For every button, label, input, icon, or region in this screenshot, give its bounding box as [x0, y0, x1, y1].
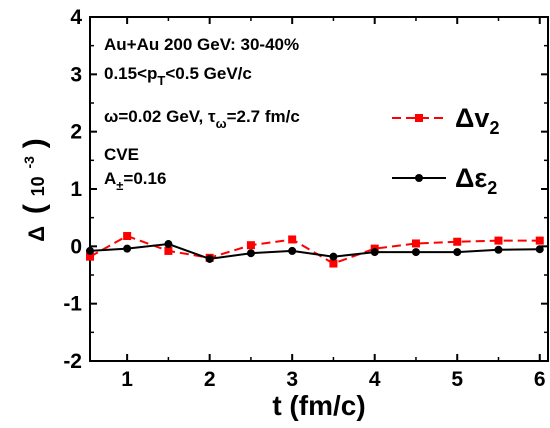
data-point — [494, 245, 503, 254]
legend-label-sub: 2 — [489, 118, 499, 138]
annotation-text: <0.5 GeV/c — [165, 64, 251, 83]
annotation-text: 0.15<p — [104, 64, 157, 83]
legend-marker — [415, 114, 423, 122]
svg-text:Δ ( 10 -3: Δ ( 10 -3 ) — [9, 138, 51, 241]
legend-label-sub: 2 — [487, 178, 497, 198]
annotation-line: A±=0.16 — [104, 169, 166, 193]
data-point — [246, 241, 255, 250]
annotation-text: =2.7 fm/c — [227, 107, 300, 126]
y-axis-label-open: ( — [18, 204, 51, 214]
y-axis-label: Δ ( 10 -3 ) — [9, 138, 51, 241]
y-axis-label-close: ) — [18, 138, 51, 148]
x-tick-label: 5 — [451, 368, 463, 391]
legend-label-main: Δv — [455, 103, 489, 133]
y-tick-label: -2 — [63, 350, 82, 373]
x-tick-label: 3 — [286, 368, 298, 391]
y-axis-label-base: 10 — [28, 176, 48, 196]
y-tick-label: 3 — [70, 63, 82, 86]
series-layer — [86, 232, 544, 268]
data-point — [411, 248, 420, 257]
data-point — [164, 240, 173, 249]
data-point — [535, 236, 544, 245]
data-point — [288, 246, 297, 255]
annotation-line: Au+Au 200 GeV: 30-40% — [104, 35, 299, 54]
data-point — [329, 259, 338, 268]
data-point — [370, 248, 379, 257]
x-tick-label: 2 — [204, 368, 216, 391]
y-tick-label: 0 — [70, 235, 82, 258]
annotation-text: ω=0.02 GeV, τ — [104, 107, 216, 126]
y-tick-label: 1 — [70, 178, 82, 201]
x-axis-label: t (fm/c) — [272, 390, 365, 421]
annotation-line: CVE — [104, 145, 139, 164]
x-tick-label: 4 — [369, 368, 381, 391]
annotation-subscript: ω — [216, 116, 227, 131]
x-axis-ticks: 1 2 3 4 5 6 — [121, 17, 546, 391]
data-point — [535, 245, 544, 254]
annotation-subscript: T — [157, 73, 165, 88]
data-point — [123, 232, 132, 241]
data-point — [205, 254, 214, 263]
series-line-1 — [89, 234, 540, 265]
legend-label-main: Δε — [455, 163, 487, 193]
y-axis-ticks: -2 -1 0 1 2 3 4 — [63, 6, 548, 373]
annotation-text: =0.16 — [123, 169, 166, 188]
data-point — [86, 252, 94, 261]
legend-marker — [415, 174, 423, 182]
annotation-subscript: ± — [116, 178, 123, 193]
x-tick-label: 6 — [534, 368, 546, 391]
y-axis-label-exp: -3 — [21, 156, 37, 169]
y-tick-label: 2 — [70, 121, 82, 144]
y-tick-label: -1 — [63, 293, 82, 316]
data-point — [86, 246, 94, 255]
annotation-text: A — [104, 169, 116, 188]
annotation-line: 0.15<pT<0.5 GeV/c — [104, 64, 252, 88]
y-tick-label: 4 — [70, 6, 82, 29]
data-point — [329, 252, 338, 261]
data-point — [411, 239, 420, 248]
data-point — [453, 248, 462, 257]
data-point — [494, 236, 503, 245]
y-axis-label-symbol: Δ — [24, 226, 49, 242]
legend-label: Δε2 — [455, 163, 497, 198]
x-tick-label: 1 — [121, 368, 133, 391]
legend-label: Δv2 — [455, 103, 499, 138]
data-point — [288, 235, 297, 244]
data-point — [246, 249, 255, 258]
data-point — [453, 237, 462, 246]
annotations: Au+Au 200 GeV: 30-40%0.15<pT<0.5 GeV/cω=… — [104, 35, 300, 193]
annotation-text: CVE — [104, 145, 139, 164]
series-line-2 — [89, 242, 540, 260]
data-point — [123, 244, 132, 253]
data-point — [164, 246, 173, 255]
annotation-line: ω=0.02 GeV, τω=2.7 fm/c — [104, 107, 300, 131]
